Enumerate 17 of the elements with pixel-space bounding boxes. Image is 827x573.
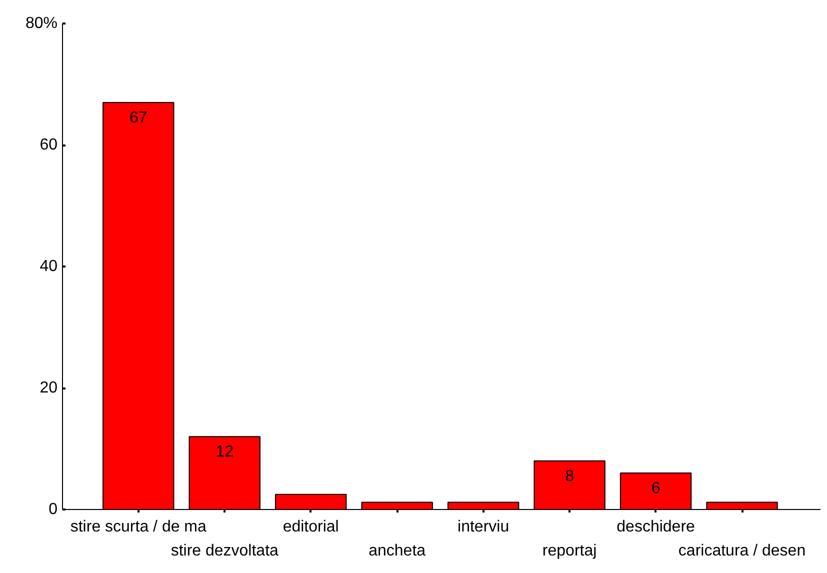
y-tick-label: 80% [25,15,58,32]
y-tick-label: 40 [40,258,58,275]
data-label: 6 [651,480,660,498]
x-tick-label: interviu [458,518,510,536]
x-tick-label: deschidere [616,518,696,536]
x-tick-label: stire dezvoltata [170,542,279,560]
data-label: 8 [565,468,574,485]
x-tick-label: editorial [282,518,339,536]
data-label: 12 [216,444,234,461]
x-tick-label: stire scurta / de ma [70,518,207,536]
y-tick-label: 0 [48,501,58,518]
x-tick-label: caricatura / desen [678,542,806,560]
data-label: 67 [129,109,148,126]
y-tick-label: 60 [40,136,58,154]
x-tick-label: reportaj [542,542,597,560]
y-tick-label: 20 [40,380,58,396]
x-tick-label: ancheta [368,542,426,560]
